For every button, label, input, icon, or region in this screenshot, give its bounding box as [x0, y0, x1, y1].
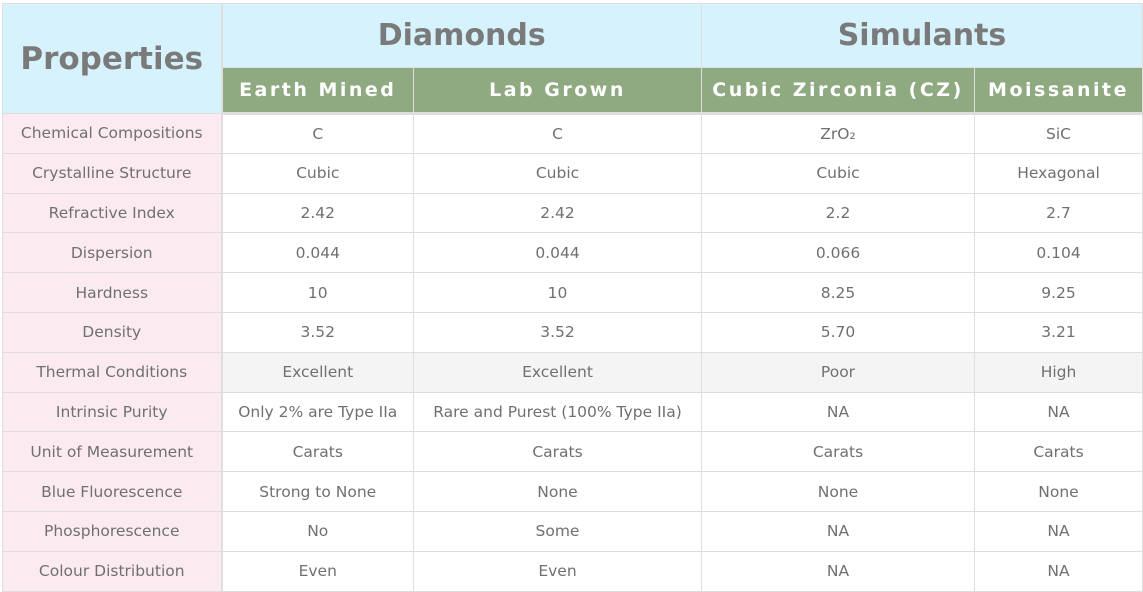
table-cell: 10: [413, 272, 702, 313]
table-cell: 0.104: [974, 232, 1143, 274]
gem-comparison-table: Properties Diamonds Simulants Earth Mine…: [2, 3, 1143, 592]
table-cell: 3.52: [221, 311, 414, 353]
table-cell: Strong to None: [221, 471, 414, 512]
table-row: Dispersion 0.044 0.044 0.066 0.104: [2, 232, 1143, 274]
table-cell: Only 2% are Type IIa: [221, 391, 414, 433]
column-header-earth-mined: Earth Mined: [221, 67, 414, 115]
table-cell: Cubic: [221, 152, 414, 194]
table-cell: 8.25: [701, 272, 975, 313]
table-row: Crystalline Structure Cubic Cubic Cubic Hexa…: [2, 152, 1143, 194]
table-row: Thermal Conditions Excellent Excellent Poor…: [2, 351, 1143, 393]
table-cell: Even: [413, 550, 702, 592]
table-cell: NA: [701, 510, 975, 552]
table-row: Density 3.52 3.52 5.70 3.21: [2, 311, 1143, 353]
diamonds-group-header: Diamonds: [221, 3, 702, 68]
column-header-moissanite: Moissanite: [974, 67, 1143, 115]
table-cell: NA: [974, 391, 1143, 433]
table-cell: 2.2: [701, 192, 975, 234]
table-cell: 0.044: [413, 232, 702, 274]
table-cell: NA: [701, 550, 975, 592]
simulants-group-header: Simulants: [701, 3, 1143, 68]
table-cell: 10: [221, 272, 414, 313]
table-row: Refractive Index 2.42 2.42 2.2 2.7: [2, 192, 1143, 234]
row-label: Blue Fluorescence: [2, 471, 223, 512]
table-cell: Poor: [701, 351, 975, 393]
table-cell: Excellent: [413, 351, 702, 393]
column-header-lab-grown: Lab Grown: [413, 67, 702, 115]
row-label: Density: [2, 311, 223, 353]
table-cell: 9.25: [974, 272, 1143, 313]
table-cell: Carats: [413, 431, 702, 473]
table-row: Phosphorescence No Some NA NA: [2, 510, 1143, 552]
table-row: Hardness 10 10 8.25 9.25: [2, 272, 1143, 313]
table-cell: Cubic: [701, 152, 975, 194]
table-cell: 2.7: [974, 192, 1143, 234]
table-cell: ZrO₂: [701, 113, 975, 154]
table-cell: SiC: [974, 113, 1143, 154]
row-label: Unit of Measurement: [2, 431, 223, 473]
row-label: Thermal Conditions: [2, 351, 223, 393]
properties-header: Properties: [2, 3, 223, 114]
column-header-cubic-zirconia: Cubic Zirconia (CZ): [701, 67, 975, 115]
table-row: Colour Distribution Even Even NA NA: [2, 550, 1143, 592]
table-cell: None: [701, 471, 975, 512]
table-cell: Cubic: [413, 152, 702, 194]
table-cell: 5.70: [701, 311, 975, 353]
table-cell: NA: [974, 550, 1143, 592]
table-row: Chemical Compositions C C ZrO₂ SiC: [2, 113, 1143, 154]
table-cell: C: [413, 113, 702, 154]
table-cell: Carats: [974, 431, 1143, 473]
table-cell: Carats: [221, 431, 414, 473]
table-cell: None: [974, 471, 1143, 512]
table-cell: 3.52: [413, 311, 702, 353]
table-cell: Hexagonal: [974, 152, 1143, 194]
row-label: Chemical Compositions: [2, 113, 223, 154]
table-cell: High: [974, 351, 1143, 393]
row-label: Colour Distribution: [2, 550, 223, 592]
row-label: Hardness: [2, 272, 223, 313]
table-cell: C: [221, 113, 414, 154]
table-cell: NA: [701, 391, 975, 433]
table-cell: 2.42: [413, 192, 702, 234]
table-cell: Excellent: [221, 351, 414, 393]
table-row: Intrinsic Purity Only 2% are Type IIa Rare…: [2, 391, 1143, 433]
table-cell: 2.42: [221, 192, 414, 234]
table-cell: 0.044: [221, 232, 414, 274]
table-cell: NA: [974, 510, 1143, 552]
table-row: Blue Fluorescence Strong to None None None N…: [2, 471, 1143, 512]
table-cell: 3.21: [974, 311, 1143, 353]
table-cell: Carats: [701, 431, 975, 473]
row-label: Phosphorescence: [2, 510, 223, 552]
row-label: Crystalline Structure: [2, 152, 223, 194]
table-cell: Some: [413, 510, 702, 552]
table-cell: No: [221, 510, 414, 552]
table-row: Unit of Measurement Carats Carats Carats Car…: [2, 431, 1143, 473]
row-label: Refractive Index: [2, 192, 223, 234]
row-label: Dispersion: [2, 232, 223, 274]
table-cell: None: [413, 471, 702, 512]
row-label: Intrinsic Purity: [2, 391, 223, 433]
table-cell: Rare and Purest (100% Type IIa): [413, 391, 702, 433]
table-cell: Even: [221, 550, 414, 592]
table-cell: 0.066: [701, 232, 975, 274]
